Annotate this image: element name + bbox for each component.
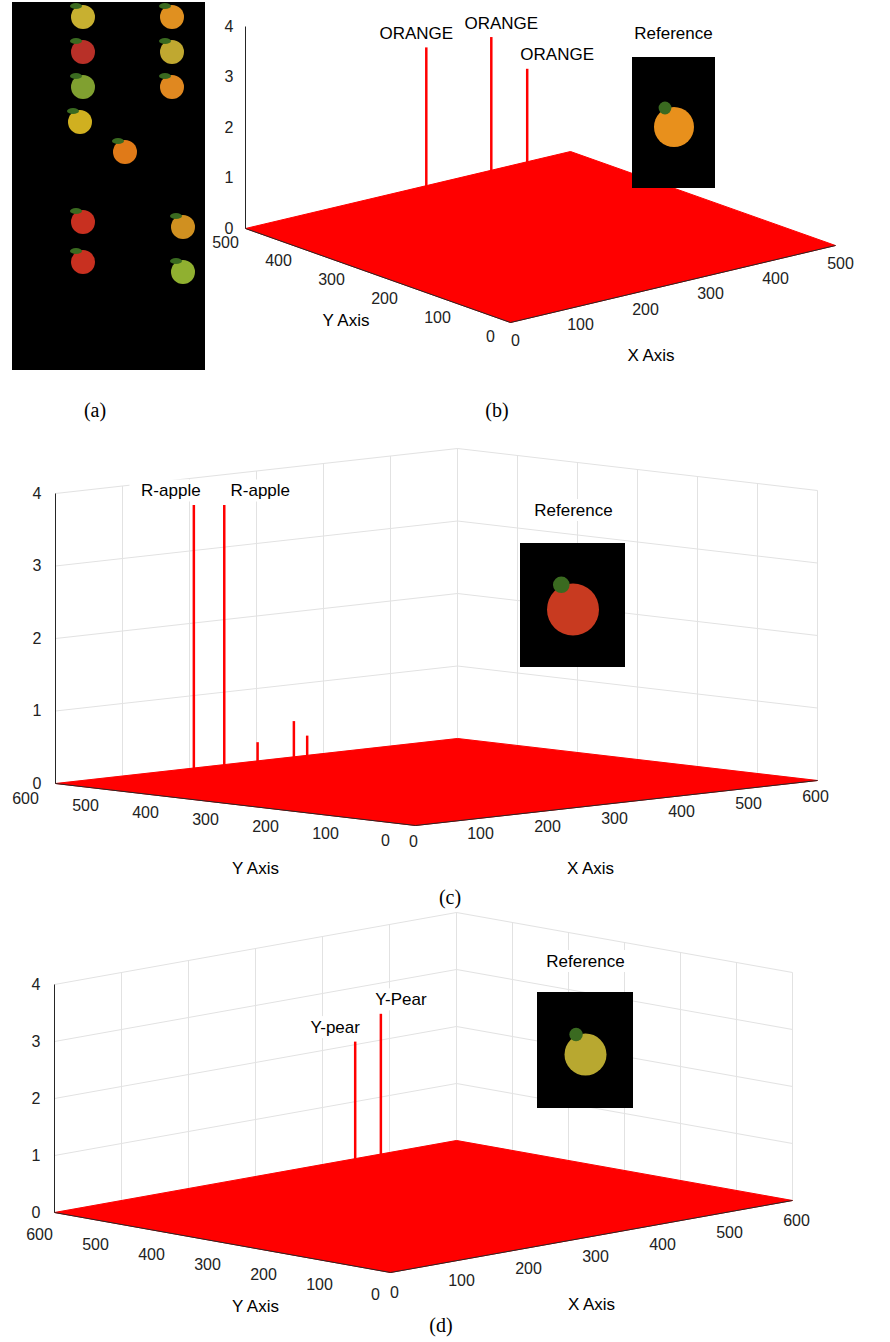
svg-text:100: 100: [448, 1272, 475, 1289]
svg-text:500: 500: [82, 1236, 109, 1253]
svg-text:4: 4: [32, 976, 41, 993]
svg-text:ORANGE: ORANGE: [464, 13, 538, 32]
html-text:(b): (b): [485, 398, 509, 421]
svg-text:300: 300: [601, 810, 628, 827]
svg-text:0: 0: [390, 1284, 399, 1301]
svg-text:4: 4: [33, 485, 42, 502]
svg-text:0: 0: [381, 832, 390, 849]
html-text:(d): (d): [429, 1313, 453, 1336]
svg-text:1: 1: [32, 1147, 41, 1164]
svg-text:0: 0: [371, 1286, 380, 1303]
svg-text:0: 0: [511, 332, 520, 349]
svg-text:400: 400: [649, 1236, 676, 1253]
svg-text:200: 200: [534, 818, 561, 835]
svg-text:Y Axis: Y Axis: [232, 1297, 279, 1316]
svg-text:600: 600: [783, 1212, 810, 1229]
svg-text:100: 100: [567, 316, 594, 333]
svg-text:600: 600: [26, 1226, 53, 1243]
svg-text:400: 400: [132, 804, 159, 821]
svg-text:200: 200: [250, 1266, 277, 1283]
svg-text:Reference: Reference: [534, 501, 612, 520]
svg-text:300: 300: [582, 1248, 609, 1265]
svg-text:200: 200: [632, 301, 659, 318]
svg-text:300: 300: [192, 811, 219, 828]
svg-text:500: 500: [735, 795, 762, 812]
svg-text:0: 0: [486, 328, 495, 345]
svg-text:R-apple: R-apple: [141, 481, 201, 500]
svg-text:2: 2: [32, 1090, 41, 1107]
svg-text:100: 100: [424, 309, 451, 326]
svg-text:3: 3: [225, 68, 234, 85]
svg-text:Y-pear: Y-pear: [310, 1018, 360, 1037]
svg-text:ORANGE: ORANGE: [379, 24, 453, 43]
svg-text:Y Axis: Y Axis: [323, 311, 370, 330]
svg-text:X Axis: X Axis: [567, 859, 614, 878]
html-text:(c): (c): [438, 885, 462, 908]
svg-text:2: 2: [225, 119, 234, 136]
svg-text:0: 0: [409, 833, 418, 850]
svg-text:0: 0: [32, 1204, 41, 1221]
svg-text:600: 600: [802, 788, 829, 805]
svg-text:Reference: Reference: [634, 24, 712, 43]
svg-text:X Axis: X Axis: [627, 346, 674, 365]
svg-text:4: 4: [225, 18, 234, 35]
svg-text:400: 400: [762, 270, 789, 287]
svg-text:300: 300: [318, 271, 345, 288]
svg-text:Y Axis: Y Axis: [232, 859, 279, 878]
svg-text:100: 100: [312, 825, 339, 842]
svg-text:1: 1: [33, 702, 42, 719]
svg-text:0: 0: [225, 220, 234, 237]
svg-text:R-apple: R-apple: [230, 481, 290, 500]
svg-text:3: 3: [32, 1033, 41, 1050]
svg-text:400: 400: [265, 252, 292, 269]
svg-text:Reference: Reference: [546, 952, 624, 971]
svg-text:400: 400: [138, 1246, 165, 1263]
svg-text:500: 500: [72, 797, 99, 814]
svg-text:100: 100: [306, 1276, 333, 1293]
svg-text:300: 300: [697, 285, 724, 302]
svg-text:400: 400: [668, 803, 695, 820]
svg-text:200: 200: [252, 818, 279, 835]
svg-text:3: 3: [33, 557, 42, 574]
svg-text:1: 1: [225, 169, 234, 186]
svg-text:0: 0: [33, 775, 42, 792]
html-text:(a): (a): [83, 398, 107, 421]
svg-text:500: 500: [827, 255, 854, 272]
svg-text:500: 500: [716, 1224, 743, 1241]
svg-text:600: 600: [12, 790, 39, 807]
svg-text:X Axis: X Axis: [568, 1295, 615, 1314]
svg-text:2: 2: [33, 630, 42, 647]
svg-text:200: 200: [515, 1260, 542, 1277]
svg-text:100: 100: [467, 825, 494, 842]
svg-text:ORANGE: ORANGE: [520, 45, 594, 64]
svg-text:Y-Pear: Y-Pear: [375, 990, 427, 1009]
svg-text:300: 300: [194, 1256, 221, 1273]
svg-text:200: 200: [371, 290, 398, 307]
svg-text:500: 500: [212, 233, 239, 251]
